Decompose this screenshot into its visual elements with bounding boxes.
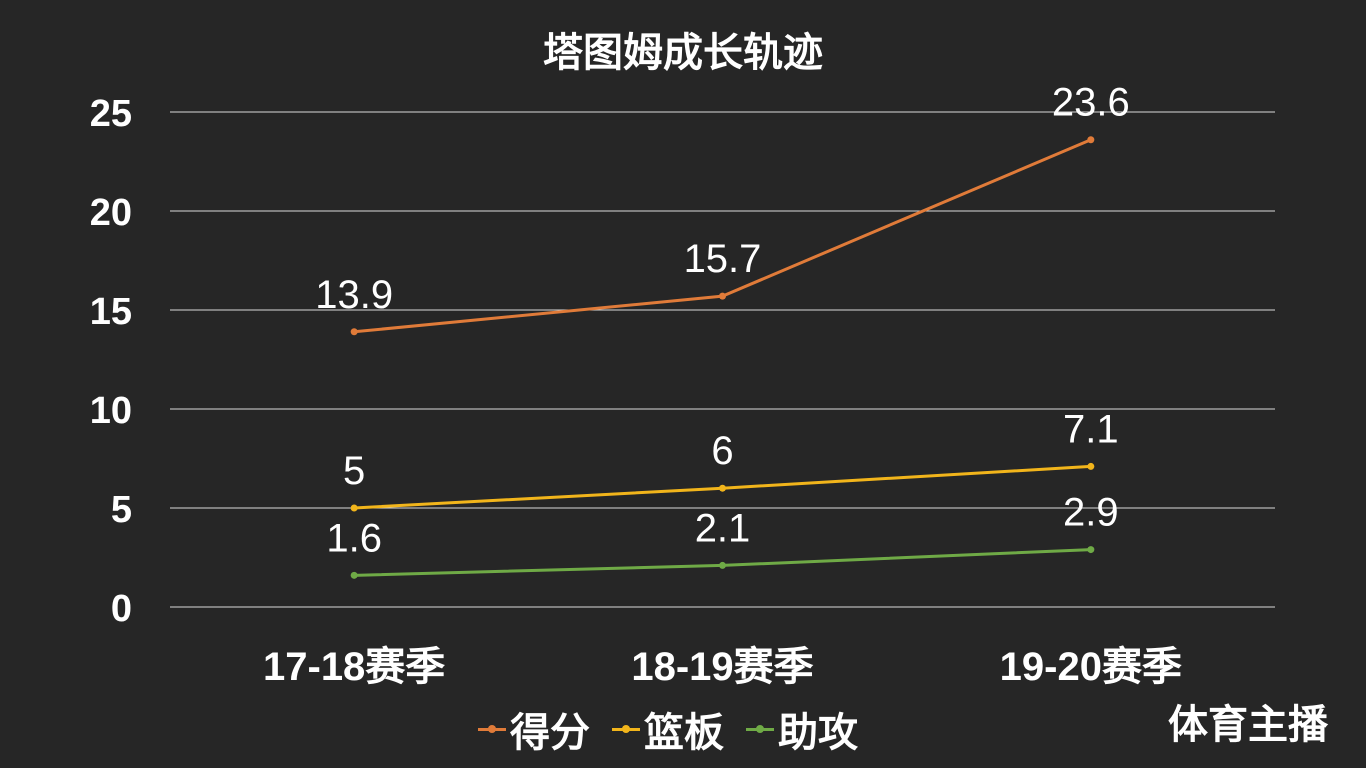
data-label: 6 (711, 429, 733, 473)
x-tick-label: 19-20赛季 (1000, 645, 1182, 689)
data-label: 2.9 (1063, 491, 1119, 535)
data-label: 2.1 (695, 506, 751, 550)
legend-label: 得分 (510, 711, 590, 755)
data-point-marker-icon (350, 328, 358, 336)
data-label: 15.7 (684, 237, 762, 281)
legend-line-marker-icon (746, 724, 774, 733)
y-tick-label: 25 (90, 93, 132, 135)
data-point-marker-icon (1087, 546, 1095, 554)
legend-item-assists: 助攻 (746, 700, 858, 758)
data-point-marker-icon (350, 571, 358, 579)
legend-item-points: 得分 (478, 700, 590, 758)
series-line (354, 138, 1092, 334)
data-point-marker-icon (1087, 462, 1095, 470)
watermark: 体育主播 (1168, 703, 1328, 747)
data-label: 7.1 (1063, 407, 1119, 451)
x-tick-label: 18-19赛季 (631, 645, 813, 689)
x-tick-label: 17-18赛季 (263, 645, 445, 689)
legend-line-marker-icon (478, 724, 506, 733)
y-tick-label: 5 (111, 489, 132, 531)
legend-item-rebounds: 篮板 (612, 700, 724, 758)
legend-label: 篮板 (644, 711, 724, 755)
data-point-marker-icon (350, 504, 358, 512)
legend-label: 助攻 (778, 711, 858, 755)
data-point-marker-icon (1087, 136, 1095, 144)
data-label: 5 (343, 449, 365, 493)
data-point-marker-icon (719, 484, 726, 492)
legend-line-marker-icon (612, 724, 640, 733)
y-tick-label: 20 (90, 192, 132, 234)
data-label: 13.9 (315, 273, 393, 317)
y-tick-label: 10 (90, 390, 132, 432)
data-point-marker-icon (719, 292, 726, 300)
data-point-marker-icon (719, 561, 726, 569)
data-label: 1.6 (326, 516, 382, 560)
legend: 得分 篮板 助攻 (478, 700, 880, 758)
y-tick-label: 15 (90, 291, 132, 333)
chart-title: 塔图姆成长轨迹 (543, 31, 823, 75)
y-tick-label: 0 (111, 588, 132, 630)
data-label: 23.6 (1052, 81, 1130, 125)
